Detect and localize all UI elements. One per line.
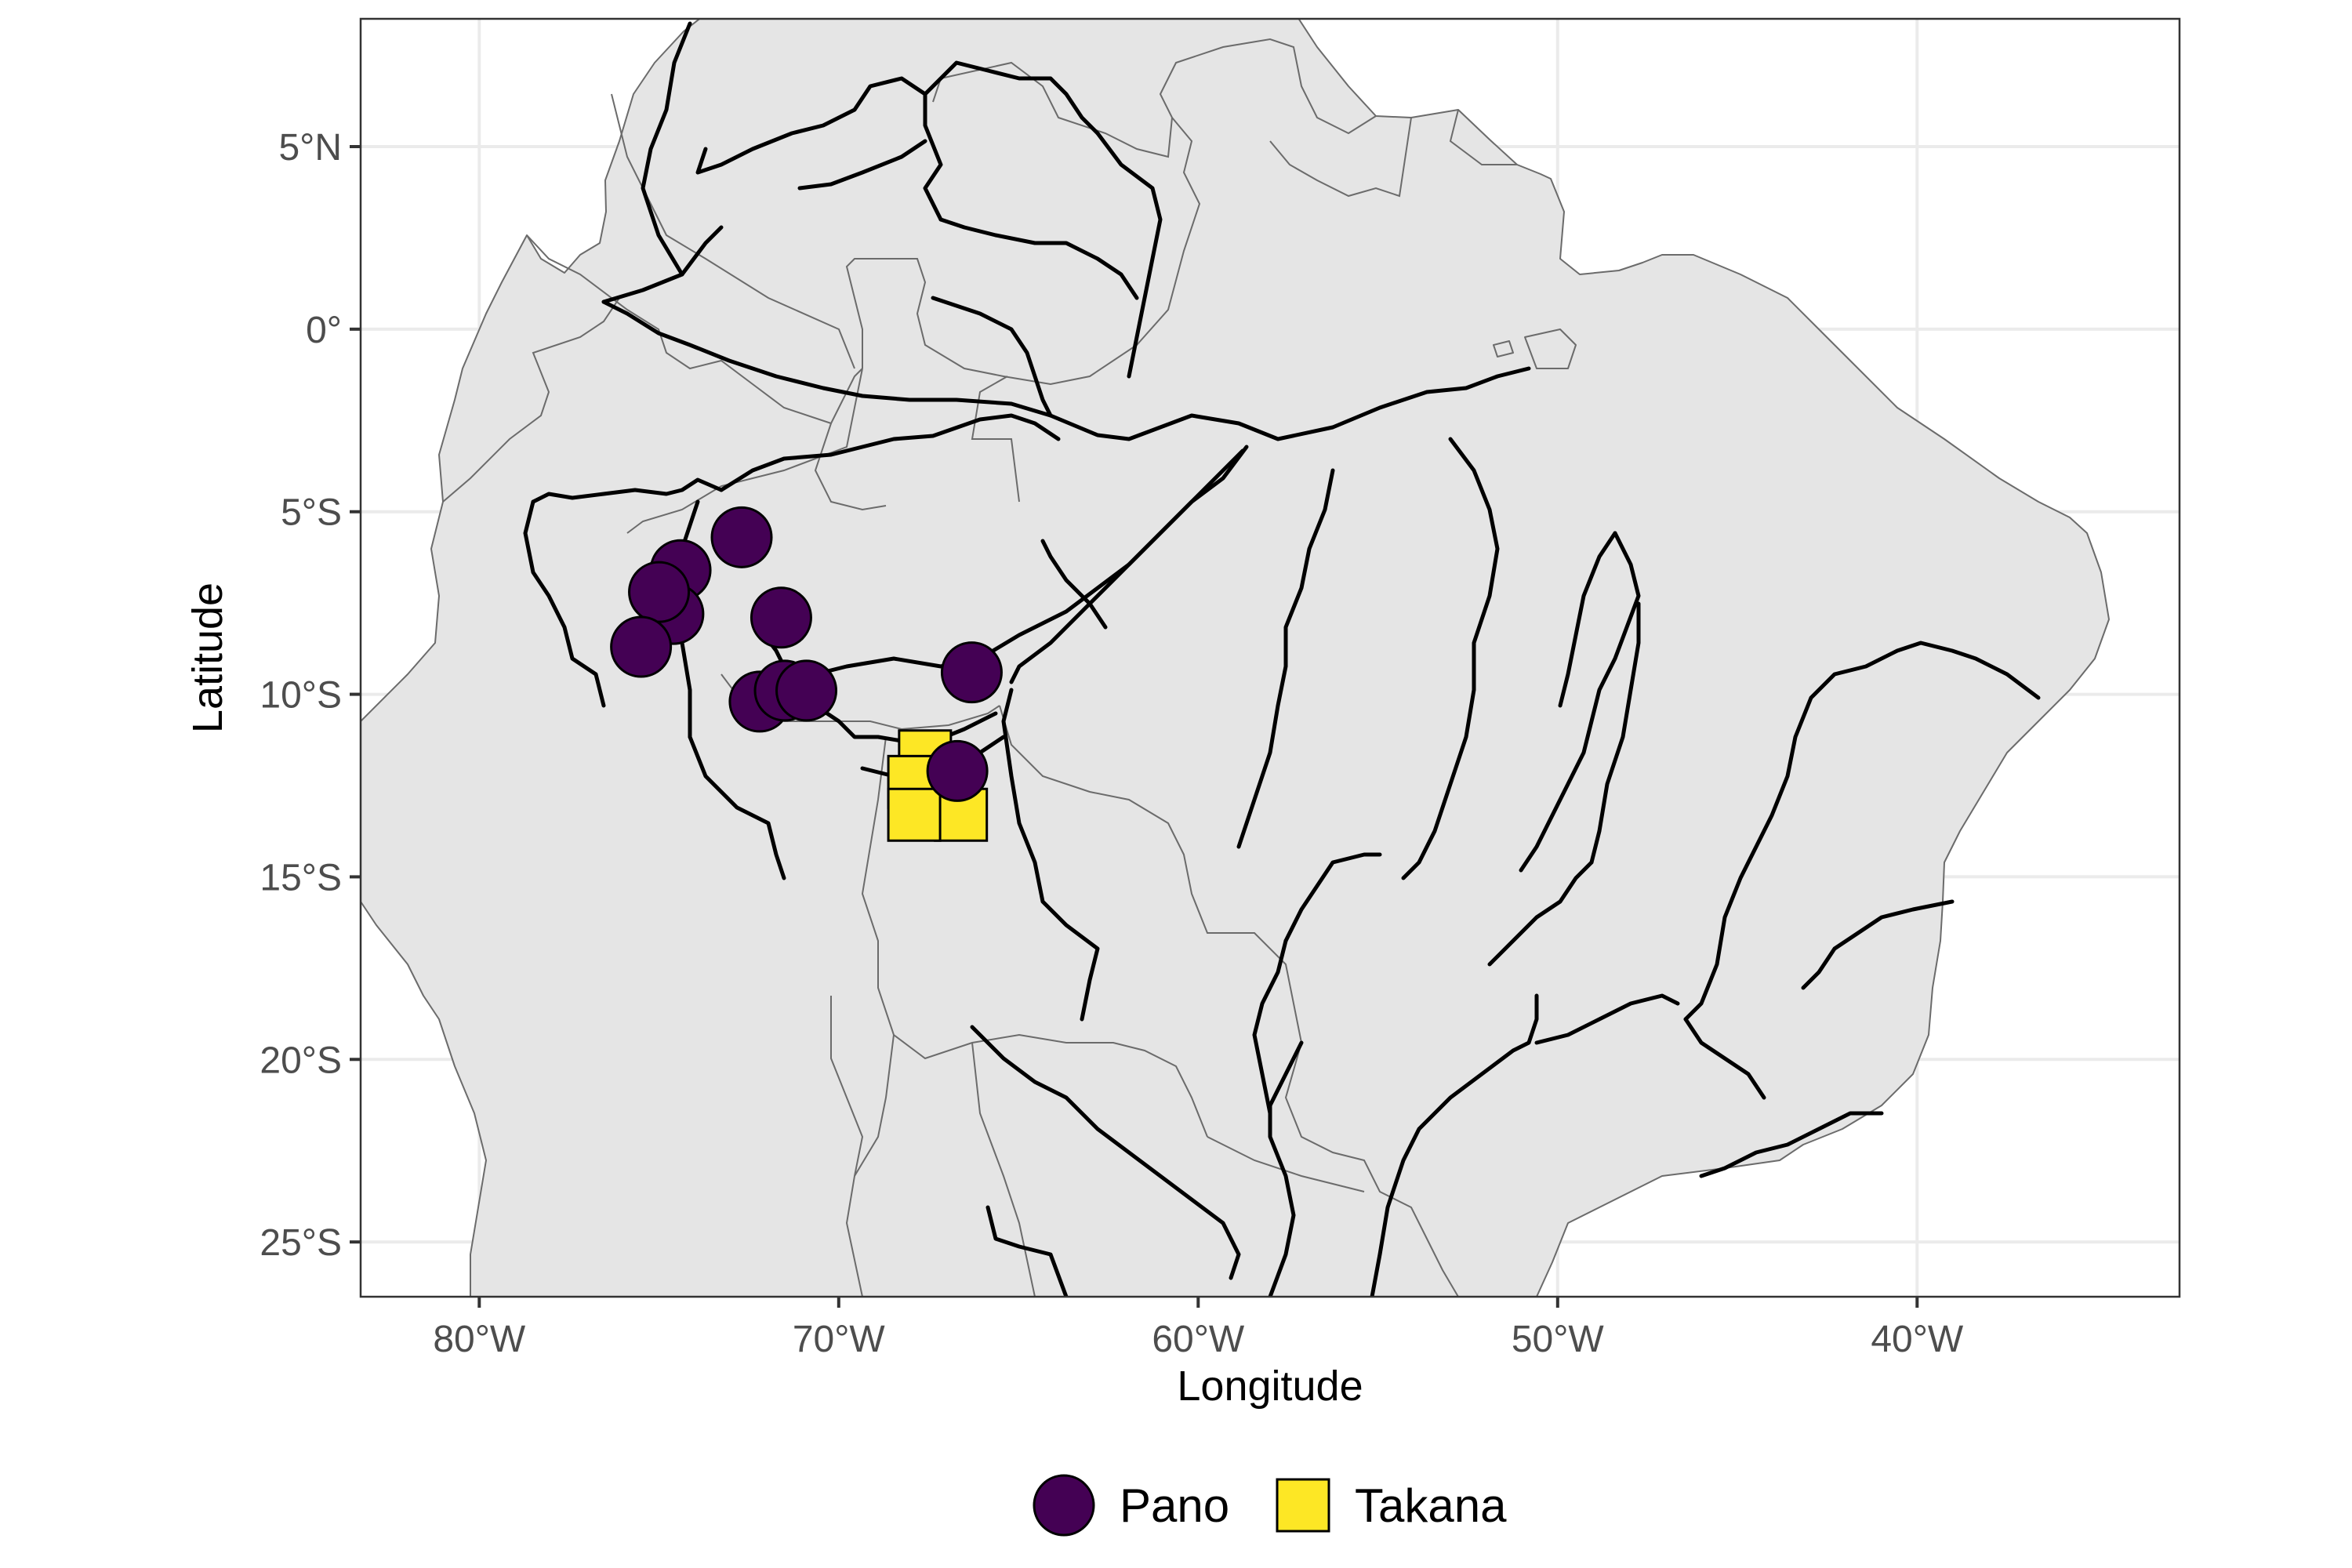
point-pano xyxy=(750,586,812,649)
legend-label-pano: Pano xyxy=(1120,1479,1229,1532)
river xyxy=(1683,1017,1766,1100)
point-takana xyxy=(887,787,942,842)
country-border xyxy=(611,93,855,369)
y-tick-label: 20°S xyxy=(260,1040,342,1081)
x-tick-label: 60°W xyxy=(1152,1319,1245,1360)
river xyxy=(938,217,1139,300)
country-border xyxy=(830,996,864,1297)
country-border xyxy=(1449,109,1517,165)
country-border xyxy=(861,736,1208,1138)
legend-key-pano xyxy=(1033,1474,1095,1537)
river xyxy=(923,60,1100,222)
country-border xyxy=(442,297,620,503)
country-border xyxy=(1159,38,1377,135)
data-points xyxy=(610,506,1003,842)
country-border xyxy=(845,117,1201,386)
legend-key-takana xyxy=(1276,1478,1330,1533)
y-axis-title: Latitude xyxy=(184,583,231,733)
legend: Pano Takana xyxy=(1033,1474,1507,1537)
river xyxy=(1001,688,1100,1022)
river xyxy=(1589,601,1641,865)
river xyxy=(531,477,724,504)
country-border xyxy=(526,234,863,425)
river xyxy=(719,413,1061,492)
country-border xyxy=(1284,1042,1459,1297)
x-tick-label: 40°W xyxy=(1871,1319,1964,1360)
river xyxy=(641,21,692,277)
point-pano xyxy=(610,615,673,678)
river xyxy=(1268,1040,1304,1297)
point-pano xyxy=(926,739,989,802)
river xyxy=(1401,437,1500,880)
river xyxy=(695,76,927,175)
point-pano xyxy=(710,506,773,568)
island xyxy=(1493,340,1514,358)
river xyxy=(797,139,927,191)
point-pano xyxy=(775,659,838,722)
river xyxy=(1370,993,1539,1297)
country-border xyxy=(854,1034,895,1177)
river xyxy=(1558,531,1617,708)
river xyxy=(688,735,786,880)
country-border xyxy=(999,705,1302,1044)
x-tick-label: 80°W xyxy=(433,1319,526,1360)
country-border xyxy=(1207,1136,1365,1192)
river xyxy=(1252,938,1288,1116)
river xyxy=(523,499,606,708)
x-axis-title: Longitude xyxy=(1177,1363,1363,1410)
plot-panel-border xyxy=(359,17,2181,1298)
river xyxy=(1519,531,1641,873)
y-tick-label: 0° xyxy=(306,310,342,351)
y-tick-label: 25°S xyxy=(260,1222,342,1264)
south-america-map xyxy=(361,19,2110,1297)
island xyxy=(1524,328,1577,369)
legend-label-takana: Takana xyxy=(1355,1479,1507,1532)
country-border xyxy=(626,368,863,534)
river xyxy=(985,1205,1069,1297)
y-tick-label: 5°S xyxy=(281,492,342,534)
point-pano xyxy=(628,561,691,623)
river xyxy=(1009,448,1245,684)
country-border xyxy=(971,376,1020,503)
river xyxy=(1236,468,1335,849)
river xyxy=(1683,641,2041,1022)
river xyxy=(1487,860,1594,967)
river xyxy=(1095,131,1163,379)
y-tick-label: 15°S xyxy=(260,857,342,898)
point-pano xyxy=(940,641,1003,704)
country-border xyxy=(1269,117,1412,198)
river xyxy=(1534,993,1680,1045)
y-tick-label: 10°S xyxy=(260,675,342,717)
river xyxy=(1040,539,1108,630)
x-tick-label: 70°W xyxy=(793,1319,886,1360)
river xyxy=(1801,899,1955,990)
continent-land xyxy=(361,19,2110,1297)
river xyxy=(931,296,1053,418)
axes: 80°W 70°W 60°W 50°W 40°W 5°N 0° 5°S 10°S 15°S 20°S… xyxy=(260,127,1964,1360)
river xyxy=(1283,852,1382,943)
river xyxy=(970,1025,1241,1280)
y-tick-label: 5°N xyxy=(278,127,342,169)
country-border xyxy=(932,61,1173,158)
x-tick-label: 50°W xyxy=(1512,1319,1605,1360)
river xyxy=(1699,1111,1884,1178)
river xyxy=(601,299,1531,441)
